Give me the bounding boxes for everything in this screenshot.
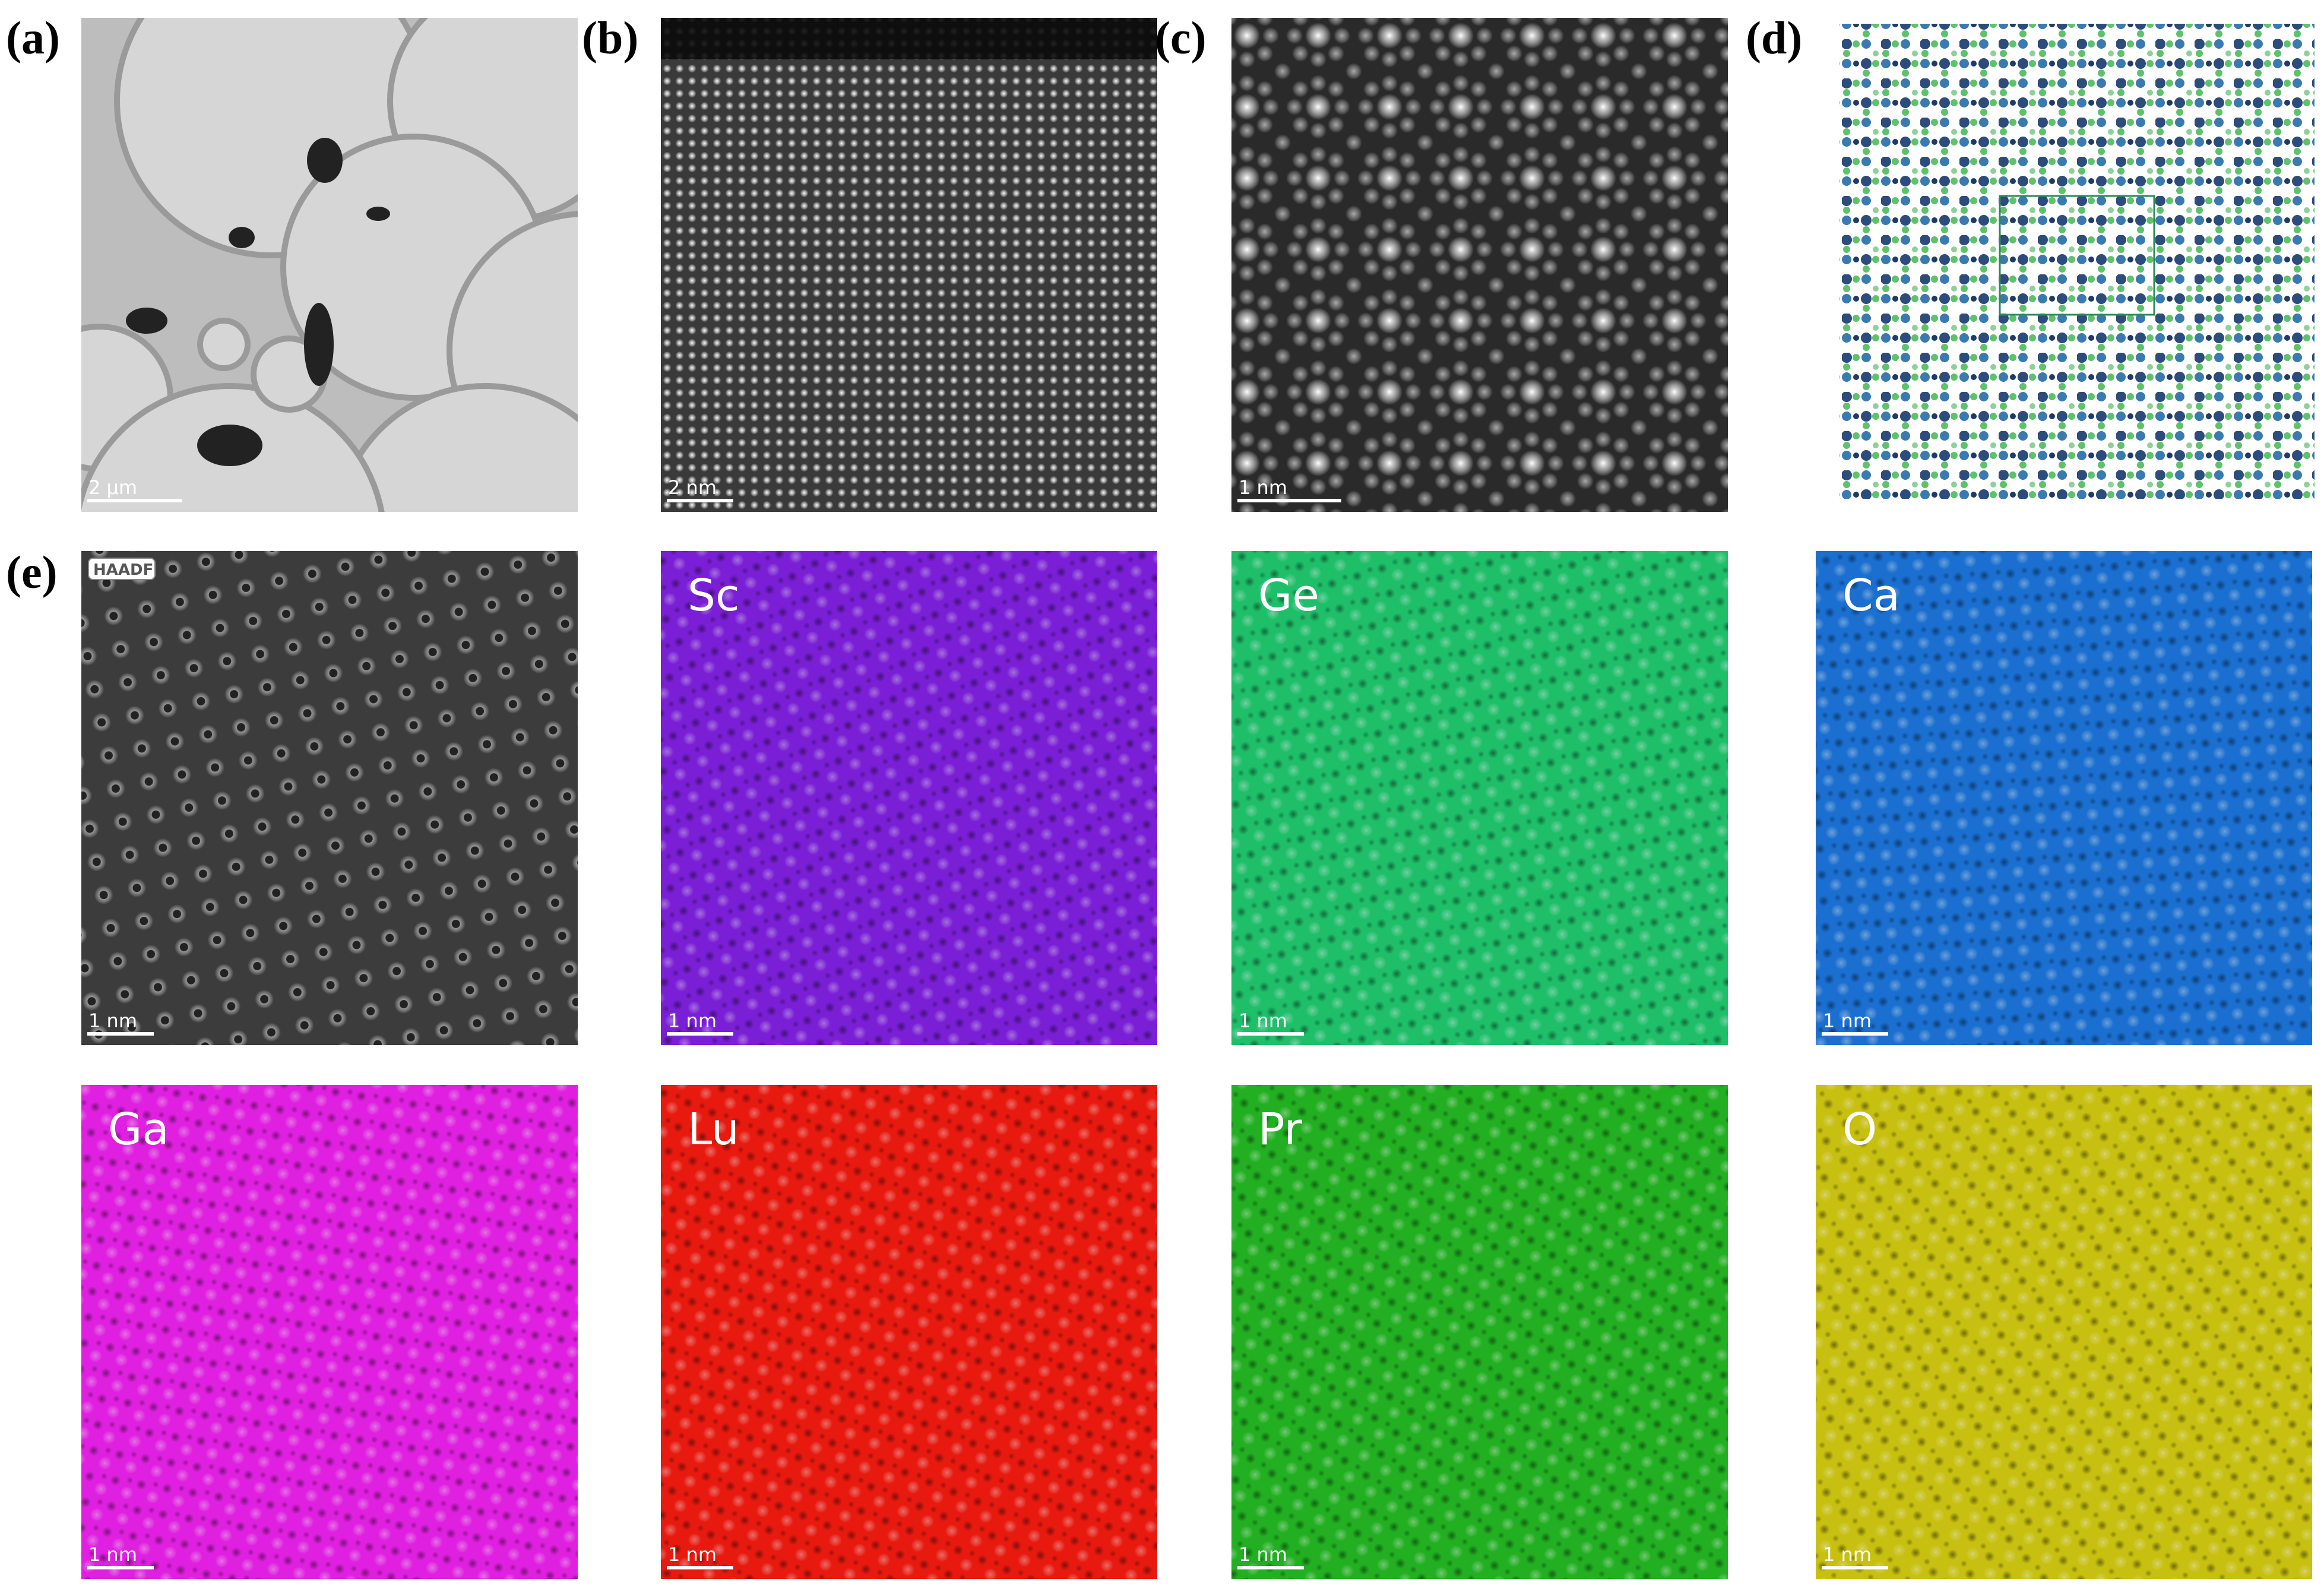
stem-image	[1231, 18, 1728, 512]
scale-bar-label: 2 nm	[668, 476, 717, 499]
scale-bar-label: 1 nm	[1823, 1009, 1872, 1032]
scale-bar	[667, 499, 733, 502]
element-label: Ge	[1258, 570, 1319, 621]
scale-bar-label: 2 μm	[88, 476, 137, 499]
scale-bar	[1237, 1566, 1304, 1569]
scale-bar	[667, 1566, 733, 1569]
scale-bar-label: 1 nm	[1239, 476, 1287, 499]
panel-label: (b)	[582, 12, 638, 64]
panel-label: (c)	[1155, 12, 1207, 64]
holey-carbon	[81, 18, 578, 512]
eds-map	[661, 1085, 1157, 1579]
tag-box	[88, 558, 156, 580]
element-label: Lu	[688, 1104, 739, 1155]
element-label: Ga	[108, 1104, 169, 1155]
crystal-structure	[1839, 24, 2314, 499]
scale-bar-label: 1 nm	[88, 1009, 137, 1032]
tag-label: HAADF	[93, 561, 153, 579]
dark-edge	[661, 18, 1157, 59]
scale-bar	[667, 1032, 733, 1036]
scale-bar-label: 1 nm	[1239, 1543, 1287, 1566]
scale-bar-label: 1 nm	[1239, 1009, 1287, 1032]
eds-map	[1231, 1085, 1728, 1579]
panel-label: (d)	[1746, 12, 1802, 64]
haadf-image	[81, 551, 578, 1045]
eds-map	[81, 1085, 578, 1579]
panel-label: (e)	[6, 546, 58, 598]
panel-label: (a)	[6, 12, 60, 64]
scale-bar-label: 1 nm	[1823, 1543, 1872, 1566]
scale-bar	[1822, 1566, 1888, 1569]
element-label: Sc	[688, 570, 740, 621]
eds-map	[1816, 551, 2312, 1045]
stem-image	[661, 18, 1157, 512]
scale-bar-label: 1 nm	[668, 1009, 717, 1032]
scale-bar	[87, 1566, 154, 1569]
scale-bar	[1237, 1032, 1304, 1036]
eds-map	[661, 551, 1157, 1045]
unit-cell	[1999, 195, 2155, 316]
scale-bar-label: 1 nm	[668, 1543, 717, 1566]
eds-map	[1816, 1085, 2312, 1579]
scale-bar	[1822, 1032, 1888, 1036]
scale-bar-label: 1 nm	[88, 1543, 137, 1566]
scale-bar	[87, 499, 182, 502]
element-label: Ca	[1842, 570, 1900, 621]
element-label: O	[1842, 1104, 1877, 1155]
eds-map	[1231, 551, 1728, 1045]
element-label: Pr	[1258, 1104, 1302, 1155]
scale-bar	[87, 1032, 154, 1036]
scale-bar	[1237, 499, 1341, 502]
